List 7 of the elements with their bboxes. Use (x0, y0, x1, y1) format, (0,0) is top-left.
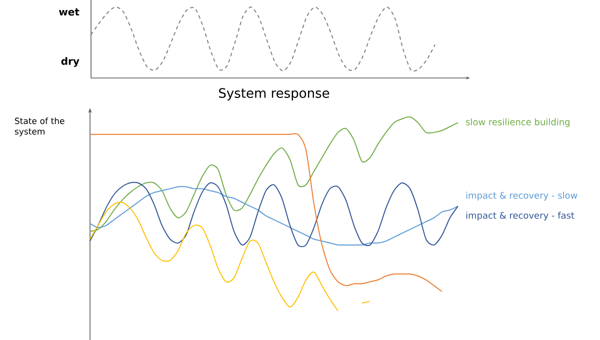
text: dry (61, 57, 80, 67)
series-label: impact & recovery - slow (466, 192, 578, 200)
y-axis-title: State of the system (14, 118, 64, 136)
series-label: slow resilience building (466, 118, 570, 128)
series-label: impact & recovery - fast (466, 212, 574, 220)
chart-title: System response (219, 88, 330, 100)
text: wet (59, 8, 80, 16)
